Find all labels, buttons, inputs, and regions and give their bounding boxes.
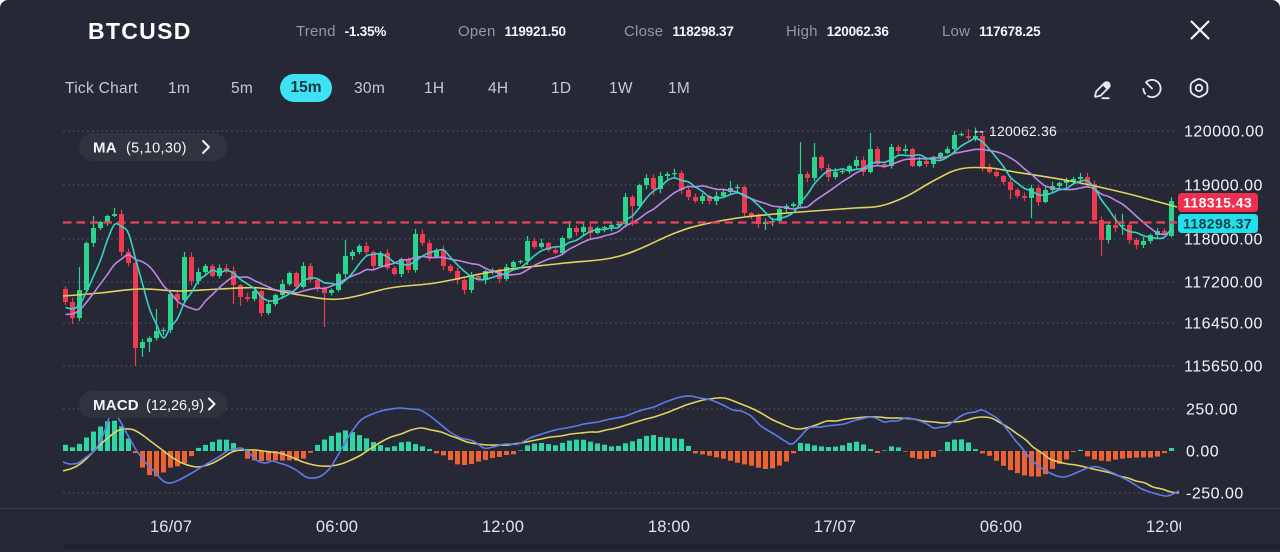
svg-text:--: -- — [974, 123, 984, 140]
svg-text:0.00: 0.00 — [1186, 444, 1219, 461]
svg-text:MACD: MACD — [93, 397, 139, 414]
svg-text:(12,26,9): (12,26,9) — [146, 398, 204, 414]
svg-text:(5,10,30): (5,10,30) — [126, 141, 187, 157]
svg-text:16/07: 16/07 — [150, 518, 192, 536]
svg-text:118315.43: 118315.43 — [1183, 195, 1252, 211]
svg-text:250.00: 250.00 — [1186, 402, 1238, 419]
svg-text:17/07: 17/07 — [814, 518, 856, 536]
svg-text:-250.00: -250.00 — [1186, 486, 1244, 503]
svg-text:18:00: 18:00 — [648, 518, 690, 536]
svg-text:120000.00: 120000.00 — [1184, 124, 1264, 141]
svg-text:06:00: 06:00 — [316, 518, 358, 536]
svg-text:MA: MA — [93, 140, 117, 157]
svg-text:118000.00: 118000.00 — [1184, 232, 1263, 249]
svg-text:115650.00: 115650.00 — [1184, 359, 1263, 376]
svg-text:119000.00: 119000.00 — [1184, 178, 1263, 195]
svg-text:116450.00: 116450.00 — [1184, 316, 1263, 333]
svg-text:12:00: 12:00 — [1146, 518, 1188, 536]
svg-text:12:00: 12:00 — [482, 518, 524, 536]
svg-text:06:00: 06:00 — [980, 518, 1022, 536]
svg-text:118298.37: 118298.37 — [1183, 216, 1252, 232]
svg-text:117200.00: 117200.00 — [1184, 275, 1263, 292]
svg-text:120062.36: 120062.36 — [989, 123, 1057, 139]
